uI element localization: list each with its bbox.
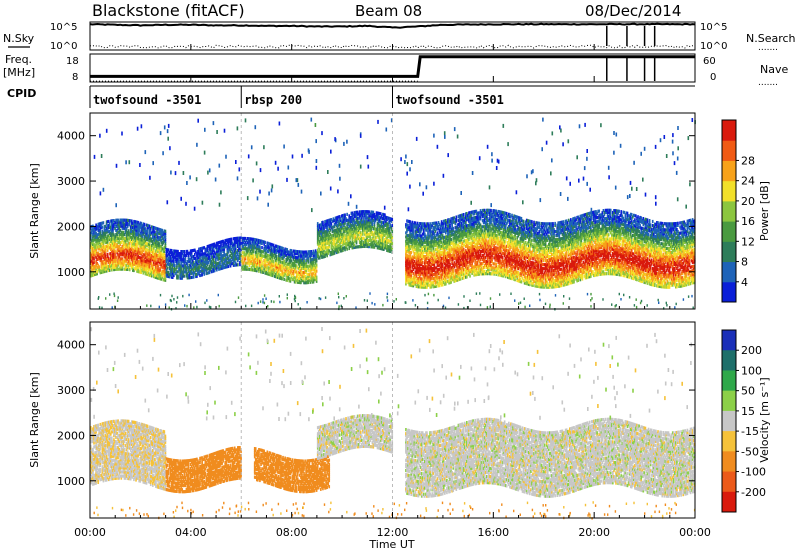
cpid-label: CPID bbox=[7, 87, 36, 100]
freq-left-tick-high: 18 bbox=[66, 56, 79, 67]
cpid-segment-label: rbsp 200 bbox=[244, 93, 302, 107]
data-cell bbox=[273, 260, 275, 263]
data-cell bbox=[422, 261, 424, 264]
data-cell bbox=[167, 267, 169, 270]
data-cell bbox=[261, 260, 263, 263]
beam-label: Beam 08 bbox=[355, 2, 422, 20]
freq-left-tick-low: 8 bbox=[72, 72, 78, 83]
noise-right-tick-high: 10^5 bbox=[700, 22, 727, 33]
data-cell bbox=[391, 218, 393, 221]
freq-label: Freq. bbox=[5, 53, 32, 66]
cpid-segment-label: twofsound -3501 bbox=[396, 93, 504, 107]
data-cell bbox=[107, 253, 109, 256]
data-cell bbox=[283, 278, 285, 281]
date-label: 08/Dec/2014 bbox=[585, 2, 681, 20]
data-cell bbox=[346, 248, 348, 251]
nsearch-dots: ....... bbox=[758, 43, 778, 53]
data-cell bbox=[165, 230, 167, 233]
data-cell bbox=[346, 213, 348, 216]
data-cell bbox=[184, 250, 186, 253]
noise-left-tick-high: 10^5 bbox=[50, 22, 77, 33]
cpid-segment-label: twofsound -3501 bbox=[93, 93, 201, 107]
data-cell bbox=[316, 276, 318, 279]
nsky-trace bbox=[90, 24, 695, 28]
data-cell bbox=[253, 254, 255, 257]
figure: Blackstone (fitACF) Beam 08 08/Dec/2014 … bbox=[0, 0, 800, 554]
plot-canvas: Blackstone (fitACF) Beam 08 08/Dec/2014 … bbox=[0, 0, 800, 554]
noise-right-tick-low: 10^0 bbox=[700, 41, 727, 52]
data-cell bbox=[115, 256, 117, 259]
data-cell bbox=[102, 226, 104, 229]
data-cell bbox=[344, 213, 346, 216]
freq-right-tick-low: 0 bbox=[710, 72, 716, 83]
data-cell bbox=[174, 264, 176, 267]
freq-trace bbox=[90, 57, 695, 77]
data-cell bbox=[98, 265, 100, 268]
data-cell bbox=[129, 268, 131, 271]
site-title: Blackstone (fitACF) bbox=[92, 1, 245, 20]
data-cell bbox=[114, 250, 116, 253]
nave-dots: ....... bbox=[758, 78, 778, 88]
data-cell bbox=[231, 238, 233, 241]
data-cell bbox=[103, 221, 105, 224]
data-cell bbox=[391, 224, 393, 227]
data-cell bbox=[322, 221, 324, 224]
nsky-label: N.Sky bbox=[3, 32, 35, 45]
data-cell bbox=[237, 263, 239, 266]
data-cell bbox=[261, 246, 263, 249]
data-cell bbox=[177, 274, 179, 277]
freq-unit-label: [MHz] bbox=[3, 66, 35, 79]
noise-left-tick-low: 10^0 bbox=[50, 41, 77, 52]
data-cell bbox=[316, 263, 318, 266]
nave-label: Nave bbox=[760, 63, 788, 76]
data-cell bbox=[144, 223, 146, 226]
data-cell bbox=[259, 245, 261, 248]
freq-right-tick-high: 60 bbox=[703, 56, 716, 67]
cpid-markers: twofsound -3501 rbsp 200 twofsound -3501 bbox=[90, 86, 504, 108]
data-cell bbox=[184, 275, 186, 278]
data-cell bbox=[264, 241, 266, 244]
data-cell bbox=[316, 270, 318, 273]
data-cell bbox=[410, 251, 412, 254]
data-cell bbox=[157, 264, 159, 267]
